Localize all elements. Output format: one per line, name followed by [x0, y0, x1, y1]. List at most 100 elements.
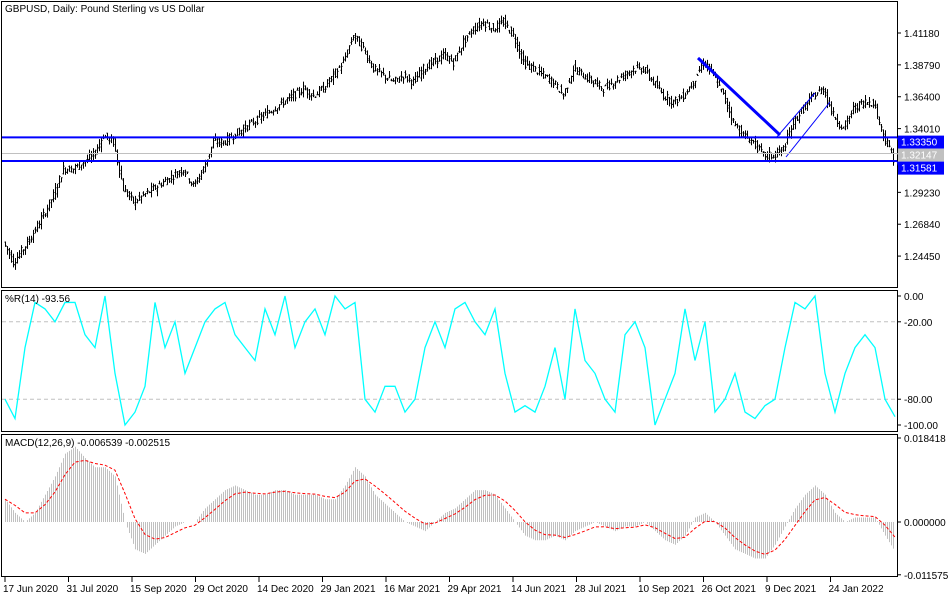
channel-line-upper[interactable]	[775, 92, 816, 139]
ohlc-bar	[352, 34, 355, 41]
price-level-tag	[898, 135, 944, 149]
ohlc-bar	[784, 143, 787, 152]
ohlc-bar	[284, 100, 287, 105]
ohlc-bar	[312, 89, 315, 98]
ohlc-bar	[438, 55, 441, 62]
ohlc-bar	[62, 161, 65, 175]
ohlc-bar	[562, 93, 565, 100]
ohlc-bar	[492, 23, 495, 32]
ohlc-bar	[134, 195, 137, 211]
ohlc-bar	[10, 250, 13, 263]
ohlc-bar	[460, 47, 463, 56]
ohlc-bar	[256, 115, 259, 126]
ohlc-bar	[304, 85, 307, 91]
ohlc-bar	[866, 101, 869, 106]
ohlc-bar	[228, 133, 231, 146]
ohlc-bar	[698, 65, 701, 73]
ohlc-bar	[416, 71, 419, 83]
ohlc-bar	[456, 52, 459, 62]
ohlc-bar	[636, 61, 639, 69]
ohlc-bar	[664, 96, 667, 101]
price-axis-label: 1.29230	[904, 188, 941, 199]
ohlc-bar	[44, 213, 47, 218]
ohlc-bar	[412, 76, 415, 86]
ohlc-bar	[454, 55, 457, 62]
ohlc-bar	[766, 151, 769, 161]
trendline-down[interactable]	[696, 56, 782, 137]
ohlc-bar	[248, 119, 251, 131]
ohlc-bar	[110, 134, 113, 144]
ohlc-bar	[296, 87, 299, 91]
ohlc-bar	[384, 74, 387, 84]
ohlc-bar	[674, 96, 677, 105]
ohlc-bar	[28, 235, 31, 246]
ohlc-bar	[888, 140, 891, 148]
ohlc-bar	[544, 74, 547, 79]
ohlc-bar	[264, 108, 267, 116]
price-axis-label: 1.26840	[904, 220, 941, 231]
ohlc-bar	[168, 177, 171, 183]
ohlc-bar	[418, 67, 421, 78]
ohlc-bar	[646, 64, 649, 74]
ohlc-bar	[46, 204, 49, 218]
ohlc-bar	[452, 58, 455, 71]
ohlc-bar	[436, 57, 439, 69]
ohlc-bar	[728, 101, 731, 118]
ohlc-bar	[52, 189, 55, 203]
ohlc-bar	[244, 120, 247, 133]
ohlc-bar	[608, 80, 611, 91]
ohlc-bar	[22, 249, 25, 256]
ohlc-bar	[268, 109, 271, 114]
wr-axis-label: -80.00	[904, 395, 933, 406]
channel-line-lower[interactable]	[785, 101, 831, 158]
ohlc-bar	[30, 235, 33, 243]
ohlc-bar	[538, 64, 541, 76]
ohlc-bar	[250, 119, 253, 122]
ohlc-bar	[56, 183, 59, 198]
ohlc-bar	[542, 68, 545, 79]
ohlc-bar	[282, 97, 285, 108]
date-axis-label: 29 Jan 2021	[321, 584, 376, 595]
ohlc-bar	[12, 253, 15, 268]
ohlc-bar	[740, 124, 743, 138]
ohlc-bar	[830, 101, 833, 116]
ohlc-bar	[374, 64, 377, 72]
ohlc-bar	[430, 57, 433, 70]
ohlc-bar	[216, 138, 219, 148]
chart-title: GBPUSD, Daily: Pound Sterling vs US Doll…	[5, 4, 205, 15]
ohlc-bar	[164, 176, 167, 182]
ohlc-bar	[724, 89, 727, 105]
wr-pane-frame	[1, 290, 898, 432]
ohlc-bar	[218, 137, 221, 147]
ohlc-bar	[530, 63, 533, 73]
ohlc-bar	[720, 88, 723, 93]
ohlc-bar	[34, 226, 37, 234]
ohlc-bar	[336, 68, 339, 79]
ohlc-bar	[726, 97, 729, 113]
ohlc-bar	[446, 52, 449, 62]
ohlc-bar	[272, 109, 275, 116]
ohlc-bar	[668, 96, 671, 107]
ohlc-bar	[332, 68, 335, 86]
ohlc-bar	[404, 70, 407, 79]
ohlc-bar	[862, 100, 865, 109]
ohlc-bar	[482, 18, 485, 27]
ohlc-bar	[864, 94, 867, 109]
ohlc-bar	[558, 90, 561, 94]
ohlc-bar	[70, 165, 73, 173]
ohlc-bar	[876, 103, 879, 120]
ohlc-bar	[464, 35, 467, 48]
ohlc-bar	[14, 258, 17, 270]
ohlc-bar	[258, 110, 261, 118]
ohlc-bar	[626, 70, 629, 80]
ohlc-bar	[88, 149, 91, 162]
ohlc-bar	[758, 144, 761, 151]
ohlc-bar	[564, 88, 567, 97]
date-axis-label: 26 Oct 2021	[702, 584, 757, 595]
ohlc-bar	[186, 171, 189, 175]
ohlc-bar	[588, 72, 591, 83]
ohlc-bar	[676, 98, 679, 107]
ohlc-bar	[424, 68, 427, 75]
